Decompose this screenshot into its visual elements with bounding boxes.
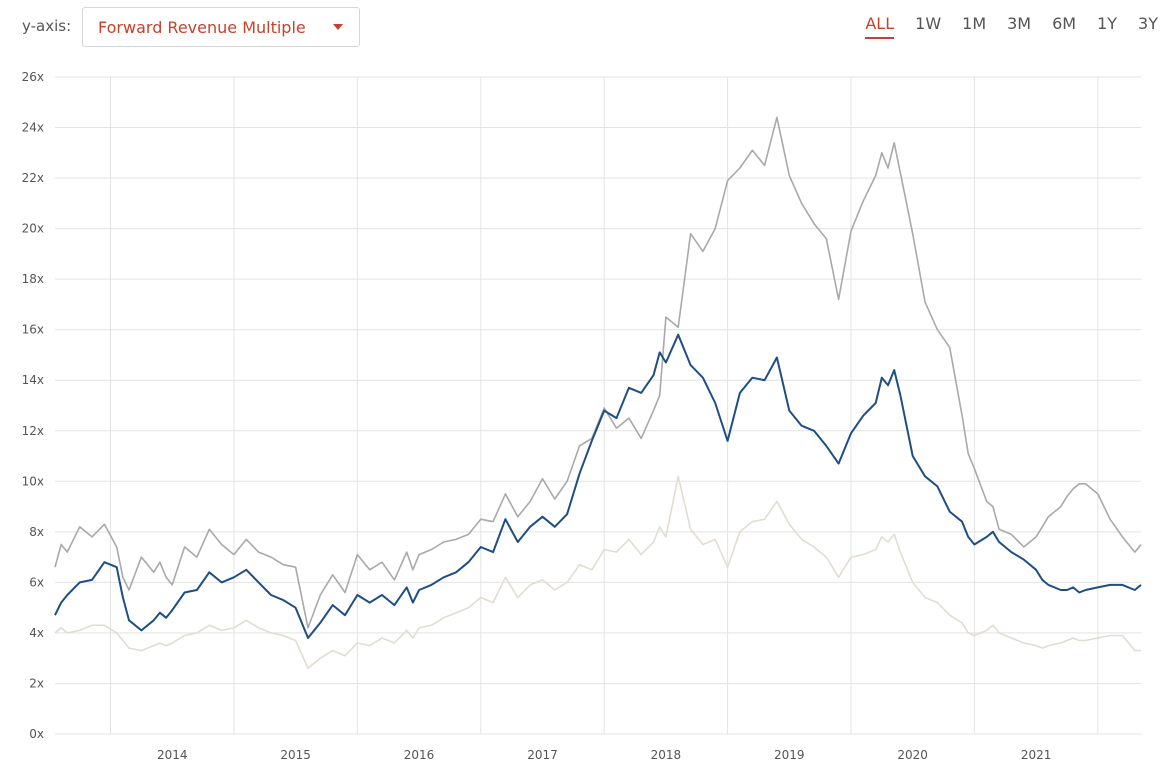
range-button-6m[interactable]: 6M [1052,14,1077,33]
x-tick-label: 2016 [404,748,435,762]
range-selector: ALL 1W 1M 3M 6M 1Y 3Y [844,14,1158,39]
chart-series [54,116,1142,670]
range-button-1w[interactable]: 1W [915,14,942,33]
x-axis-ticks: 2014 2015 2016 2017 2018 2019 2020 2021 [157,748,1051,762]
y-tick-label: 2x [29,676,44,690]
x-tick-label: 2017 [527,748,558,762]
range-button-3m[interactable]: 3M [1007,14,1032,33]
y-tick-label: 12x [22,424,44,438]
range-button-1m[interactable]: 1M [962,14,987,33]
y-tick-label: 20x [22,222,44,236]
y-tick-label: 14x [22,373,44,387]
range-button-1y[interactable]: 1Y [1097,14,1118,33]
x-tick-label: 2014 [157,748,188,762]
x-tick-label: 2018 [651,748,682,762]
x-tick-label: 2015 [280,748,311,762]
y-tick-label: 24x [22,121,44,135]
metric-dropdown[interactable]: Forward Revenue Multiple [82,7,360,47]
y-axis-label: y-axis: [22,17,72,35]
y-axis-ticks: 0x 2x 4x 6x 8x 10x 12x 14x 16x 18x 20x 22x 24x 26x [22,70,44,741]
chart-grid [55,76,1141,735]
y-tick-label: 10x [22,474,44,488]
x-tick-label: 2019 [774,748,805,762]
y-tick-label: 16x [22,323,44,337]
y-tick-label: 4x [29,626,44,640]
y-tick-label: 6x [29,575,44,589]
y-tick-label: 8x [29,525,44,539]
y-tick-label: 26x [22,70,44,84]
series-line-lower [54,475,1141,670]
x-tick-label: 2021 [1021,748,1052,762]
range-button-3y[interactable]: 3Y [1138,14,1158,33]
chart-toolbar: y-axis: Forward Revenue Multiple ALL 1W 1M… [0,0,1172,60]
metric-dropdown-value: Forward Revenue Multiple [98,18,306,37]
series-line-main [54,333,1142,639]
caret-down-icon [333,24,343,30]
x-tick-label: 2020 [897,748,928,762]
range-button-all[interactable]: ALL [865,14,895,39]
y-tick-label: 0x [29,727,44,741]
y-tick-label: 18x [22,272,44,286]
series-line-upper [54,116,1142,629]
y-tick-label: 22x [22,171,44,185]
